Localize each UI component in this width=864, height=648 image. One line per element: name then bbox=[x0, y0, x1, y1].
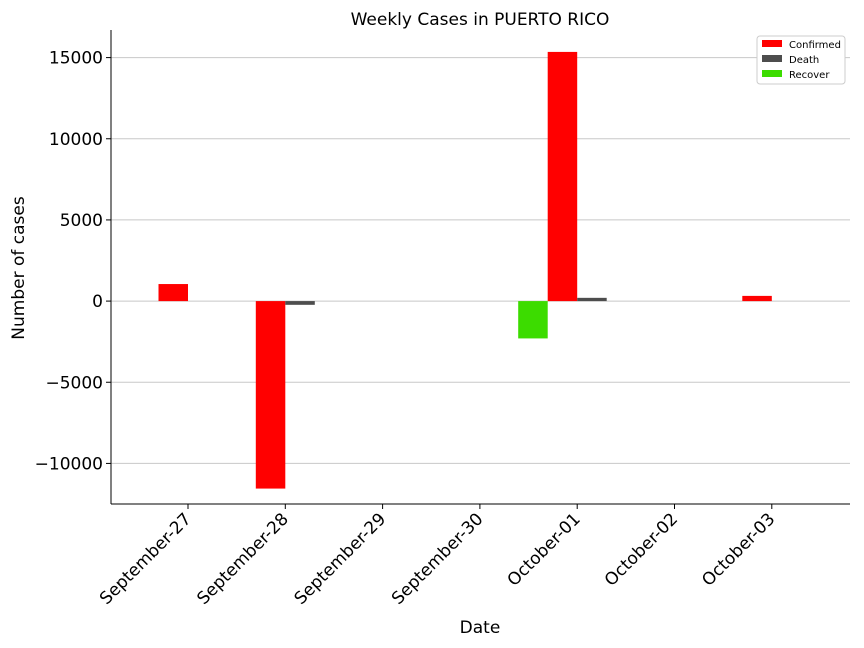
x-tick-label: October-02 bbox=[601, 509, 682, 590]
x-tick-label: September-29 bbox=[291, 509, 390, 608]
axes bbox=[110, 30, 850, 505]
legend-label-death: Death bbox=[789, 55, 819, 66]
bar-confirmed-september-28 bbox=[255, 301, 286, 489]
x-tick-label: October-01 bbox=[504, 509, 585, 590]
y-tick-label: 0 bbox=[92, 292, 103, 312]
x-axis-label: Date bbox=[460, 618, 501, 638]
bar-death-september-28 bbox=[285, 301, 315, 305]
y-axis-label: Number of cases bbox=[9, 196, 29, 340]
x-tick-label: September-30 bbox=[388, 509, 487, 608]
y-tick-label: 15000 bbox=[49, 49, 103, 69]
x-ticks: September-27September-28September-29Sept… bbox=[96, 504, 779, 609]
x-tick-label: September-27 bbox=[96, 509, 195, 608]
chart-title: Weekly Cases in PUERTO RICO bbox=[351, 10, 610, 30]
bar-recover-october-01 bbox=[518, 301, 548, 339]
bar-confirmed-september-27 bbox=[158, 284, 188, 302]
legend-label-recover: Recover bbox=[789, 70, 830, 81]
legend: Confirmed Death Recover bbox=[756, 35, 846, 85]
y-tick-label: 10000 bbox=[49, 130, 103, 150]
bars bbox=[158, 51, 772, 489]
y-ticks: −10000 −5000 0 5000 10000 15000 bbox=[35, 49, 111, 474]
y-tick-label: 5000 bbox=[60, 211, 103, 231]
y-tick-label: −10000 bbox=[35, 454, 103, 474]
x-tick-label: September-28 bbox=[193, 509, 292, 608]
bar-confirmed-october-01 bbox=[547, 51, 578, 302]
x-tick-label: October-03 bbox=[698, 509, 779, 590]
bar-death-october-01 bbox=[577, 297, 607, 302]
y-tick-label: −5000 bbox=[45, 373, 103, 393]
legend-swatch-confirmed bbox=[762, 40, 782, 47]
bar-confirmed-october-03 bbox=[742, 295, 772, 302]
grid-lines bbox=[111, 57, 850, 464]
legend-swatch-recover bbox=[762, 70, 782, 77]
legend-swatch-death bbox=[762, 55, 782, 62]
legend-label-confirmed: Confirmed bbox=[789, 40, 841, 51]
